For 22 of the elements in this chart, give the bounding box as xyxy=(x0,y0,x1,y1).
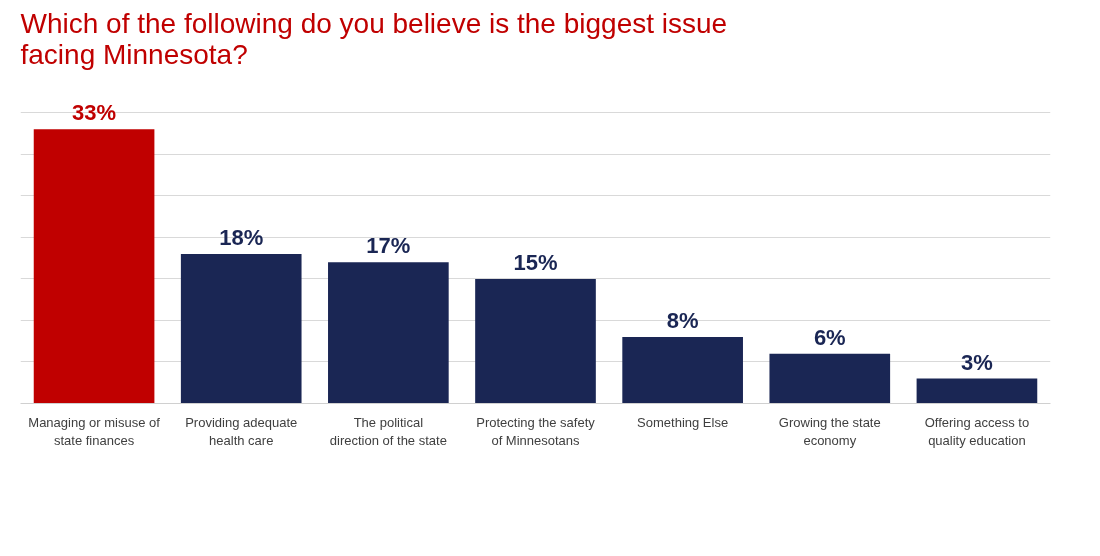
x-tick-label: Providing adequate health care xyxy=(185,414,298,448)
chart-title: Which of the following do you believe is the biggest issue facing Minnesota? xyxy=(20,7,728,70)
bar xyxy=(328,262,449,404)
x-tick-label: Something Else xyxy=(637,414,729,430)
bar xyxy=(475,278,596,404)
data-label: 17% xyxy=(366,233,411,259)
bar xyxy=(180,253,302,404)
x-tick-label: Protecting the safety of Minnesotans xyxy=(476,414,596,448)
bar xyxy=(622,337,743,404)
data-label: 6% xyxy=(813,324,846,350)
data-label: 8% xyxy=(666,308,699,334)
data-label: 3% xyxy=(961,349,993,375)
data-label: 18% xyxy=(219,224,264,250)
x-tick-label: Growing the state economy xyxy=(778,414,881,448)
data-label: 33% xyxy=(72,100,117,126)
bar xyxy=(916,378,1038,404)
data-label: 15% xyxy=(513,249,558,275)
x-tick-label: The political direction of the state xyxy=(329,414,447,448)
bar xyxy=(769,353,891,404)
bar xyxy=(33,129,155,404)
x-tick-label: Offering access to quality education xyxy=(924,414,1030,448)
x-tick-label: Managing or misuse of state finances xyxy=(28,414,161,448)
